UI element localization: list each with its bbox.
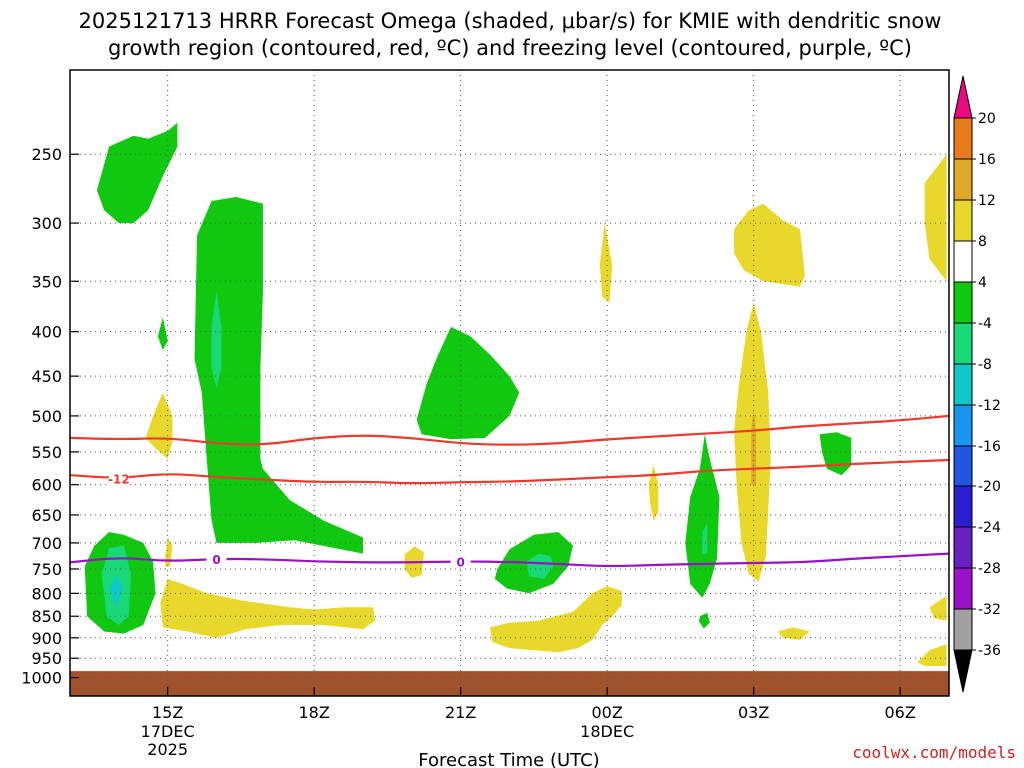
colorbar-label: -32 <box>978 602 1001 618</box>
y-tick-label: 250 <box>31 145 62 164</box>
omega-region-19 <box>599 223 613 303</box>
y-tick-label: 600 <box>31 476 62 495</box>
contour-label: 0 <box>456 555 464 569</box>
x-tick-year: 2025 <box>147 740 188 759</box>
colorbar-box-9 <box>953 240 973 283</box>
colorbar-box-10 <box>953 199 973 242</box>
omega-region-9 <box>211 291 222 389</box>
colorbar-label: -20 <box>978 479 1001 495</box>
chart-title-line1: 2025121713 HRRR Forecast Omega (shaded, … <box>79 9 942 33</box>
x-tick-label: 18Z <box>299 703 330 722</box>
colorbar-arrow-bottom <box>953 649 973 693</box>
colorbar-box-2 <box>953 526 973 569</box>
y-tick-label: 550 <box>31 443 62 462</box>
omega-region-2 <box>194 197 363 554</box>
x-tick-label: 06Z <box>885 703 916 722</box>
colorbar-box-7 <box>953 322 973 365</box>
watermark: coolwx.com/models <box>852 743 1016 762</box>
contour-label-bg-0 <box>108 470 129 486</box>
colorbar-label: 12 <box>978 193 996 209</box>
plot-frame <box>69 69 950 697</box>
colorbar-box-6 <box>953 363 973 406</box>
colorbar-box-8 <box>953 281 973 324</box>
x-tick-date: 17DEC <box>141 722 195 741</box>
y-tick-label: 650 <box>31 506 62 525</box>
x-tick-label: 00Z <box>592 703 623 722</box>
contour-labels: -12 0 0 <box>108 470 471 569</box>
ground-below-surface <box>70 671 949 696</box>
colorbar-box-4 <box>953 445 973 487</box>
colorbar-label: -12 <box>978 398 1001 414</box>
y-tick-label: 300 <box>31 214 62 233</box>
colorbar-label: -4 <box>978 316 992 332</box>
omega-shaded-regions <box>84 122 947 667</box>
omega-region-25 <box>929 595 947 621</box>
omega-region-3 <box>416 326 520 440</box>
temperature-contours <box>70 414 949 568</box>
contour-label: 0 <box>212 553 220 567</box>
x-tick-date: 18DEC <box>580 722 634 741</box>
y-tick-label: 750 <box>31 560 62 579</box>
omega-region-26 <box>917 644 947 667</box>
x-tick-label: 03Z <box>738 703 769 722</box>
omega-region-6 <box>685 434 720 598</box>
contour-freezing-level <box>70 552 949 568</box>
y-tick-label: 400 <box>31 323 62 342</box>
x-tick-label: 15Z <box>152 703 183 722</box>
colorbar-label: 4 <box>978 275 987 291</box>
omega-region-14 <box>145 392 173 459</box>
y-tick-label: 800 <box>31 584 62 603</box>
omega-region-7 <box>699 612 710 629</box>
colorbar-box-0 <box>953 608 973 651</box>
colorbar-box-3 <box>953 485 973 528</box>
colorbar-label: 20 <box>978 111 996 127</box>
colorbar-label: 16 <box>978 152 996 168</box>
colorbar-box-12 <box>953 117 973 160</box>
omega-region-23 <box>778 627 810 640</box>
colorbar: -36 -32 -28 -24 -20 -16 -12 -8 -4 4 8 12 16 20 <box>953 75 1001 693</box>
omega-region-12 <box>702 523 708 554</box>
colorbar-arrow-top <box>953 75 973 119</box>
y-tick-label: 500 <box>31 407 62 426</box>
contour-dendritic-top <box>70 414 949 446</box>
colorbar-box-1 <box>953 567 973 610</box>
colorbar-box-11 <box>953 158 973 201</box>
omega-region-16 <box>160 578 376 638</box>
omega-region-21 <box>734 203 805 287</box>
omega-region-0 <box>96 122 178 224</box>
x-axis-label: Forecast Time (UTC) <box>418 750 599 768</box>
colorbar-label: -36 <box>978 643 1001 659</box>
omega-region-27 <box>751 408 757 485</box>
colorbar-label: 8 <box>978 234 987 250</box>
contour-label: -12 <box>108 472 130 486</box>
omega-region-1 <box>157 317 168 351</box>
colorbar-label: -24 <box>978 520 1001 536</box>
y-tick-label: 1000 <box>21 669 62 688</box>
omega-region-24 <box>924 154 947 282</box>
omega-region-11 <box>526 553 554 579</box>
y-tick-label: 350 <box>31 272 62 291</box>
y-axis: 250 300 350 400 450 500 550 600 650 700 750 800 850 9… <box>21 145 79 688</box>
y-tick-label: 900 <box>31 629 62 648</box>
omega-region-20 <box>648 465 659 521</box>
colorbar-box-5 <box>953 404 973 447</box>
colorbar-label: -28 <box>978 561 1001 577</box>
omega-region-18 <box>490 586 622 653</box>
ground-fill <box>70 671 949 696</box>
contour-dendritic-bottom <box>70 458 949 485</box>
colorbar-label: -8 <box>978 357 992 373</box>
omega-region-15 <box>165 537 173 567</box>
y-tick-label: 850 <box>31 607 62 626</box>
x-tick-label: 21Z <box>445 703 476 722</box>
contour-label-bg-2 <box>450 553 471 569</box>
omega-region-13 <box>109 574 123 608</box>
y-tick-label: 450 <box>31 367 62 386</box>
y-tick-label: 700 <box>31 534 62 553</box>
y-tick-label: 950 <box>31 649 62 668</box>
contour-label-bg-1 <box>206 550 227 566</box>
colorbar-label: -16 <box>978 439 1001 455</box>
chart-title-line2: growth region (contoured, red, ºC) and f… <box>108 36 912 60</box>
